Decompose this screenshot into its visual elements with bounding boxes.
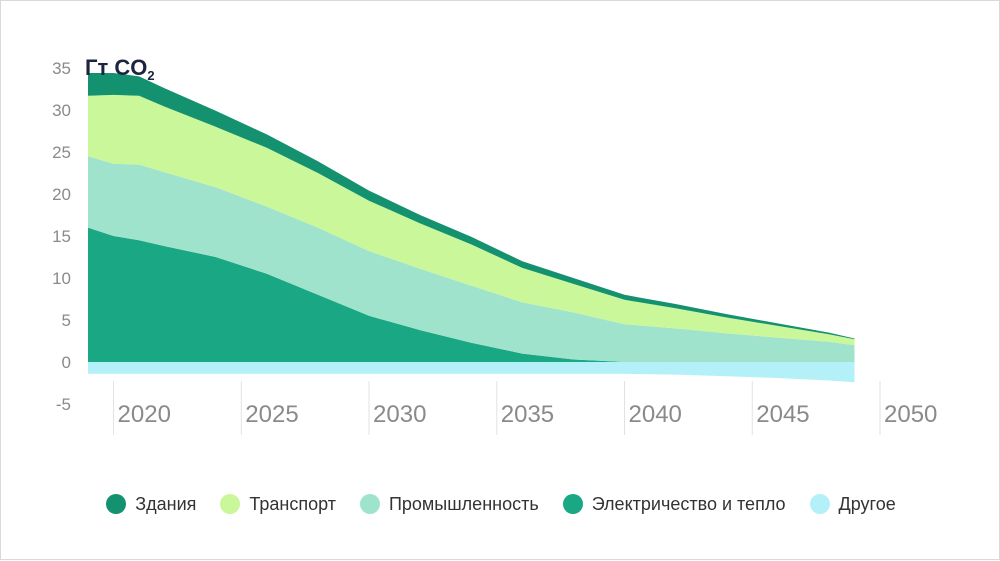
x-tick-label: 2020	[118, 401, 171, 428]
y-tick-label: 5	[62, 311, 71, 330]
y-tick-label: 15	[52, 227, 71, 246]
y-tick-label: 10	[52, 269, 71, 288]
x-axis: 2020 2025 2030 2035 2040 2045 2050	[118, 401, 938, 428]
legend-item: Промышленность	[359, 493, 539, 515]
y-unit-label: Гт CO2	[85, 55, 155, 83]
x-tick-label: 2030	[373, 401, 426, 428]
area-series-0	[88, 355, 855, 383]
legend-item: Здания	[106, 494, 196, 515]
y-tick-label: -5	[56, 395, 71, 414]
area-series-4	[88, 73, 855, 340]
x-tick-label: 2040	[629, 401, 682, 428]
legend-label: Транспорт	[249, 493, 336, 514]
legend-label: Промышленность	[388, 493, 539, 514]
legend-label: Здания	[135, 493, 197, 514]
legend-item: Транспорт	[220, 494, 336, 515]
x-tick-label: 2035	[501, 401, 554, 428]
x-tick-label: 2050	[884, 401, 937, 428]
chart-legend: Здания Транспорт Промышленность Электричест…	[1, 487, 1000, 521]
legend-swatch	[809, 494, 830, 514]
y-tick-label: 25	[52, 143, 71, 162]
y-tick-label: 35	[52, 59, 71, 78]
legend-swatch	[220, 494, 241, 514]
legend-swatch	[562, 494, 583, 514]
legend-item: Другое	[809, 493, 896, 515]
area-series-2	[88, 156, 855, 362]
area-layer	[88, 73, 855, 383]
area-series-3	[88, 94, 855, 346]
grid-layer	[113, 381, 881, 435]
y-axis: 35 30 25 20 15 10 5 0 -5	[52, 59, 71, 414]
legend-label: Электричество и тепло	[591, 493, 786, 514]
legend-swatch	[359, 494, 380, 514]
x-tick-label: 2025	[245, 401, 298, 428]
legend-swatch	[106, 494, 127, 514]
legend-item: Электричество и тепло	[562, 493, 786, 515]
x-tick-label: 2045	[756, 401, 809, 428]
y-tick-label: 0	[62, 353, 71, 372]
legend-label: Другое	[838, 493, 896, 514]
area-series-1	[88, 227, 855, 362]
y-tick-label: 20	[52, 185, 71, 204]
y-tick-label: 30	[52, 101, 71, 120]
